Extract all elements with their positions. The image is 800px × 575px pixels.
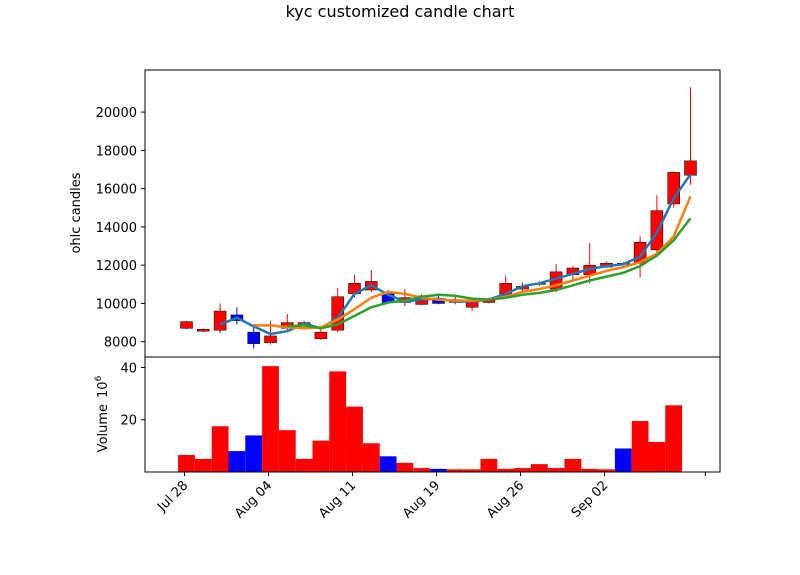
candle-body <box>180 321 193 329</box>
x-tick-label: Sep 02 <box>569 478 612 521</box>
price-panel: 8000 10000 12000 14000 16000 18000 20000 ohlc … <box>69 69 721 358</box>
candle-14 <box>398 289 412 307</box>
price-y-tick-label: 20000 <box>96 106 137 121</box>
candle-2 <box>197 328 210 333</box>
price-panel-frame <box>144 69 721 358</box>
price-y-tick-label: 8000 <box>104 336 137 351</box>
candle-30 <box>667 171 680 208</box>
volume-bar-16 <box>430 468 447 472</box>
candle-9 <box>314 328 328 340</box>
moving-average-lines <box>219 173 692 336</box>
chart-title: kyc customized candle chart <box>286 2 515 21</box>
ma-line-1 <box>219 173 692 336</box>
volume-bar-12 <box>362 443 380 472</box>
volume-bar-7 <box>278 430 296 472</box>
volume-bar-2 <box>194 458 212 472</box>
x-tick-label: Jul 28 <box>154 478 191 515</box>
volume-bar-25 <box>581 468 599 472</box>
volume-bar-27 <box>614 448 632 472</box>
volume-bar-14 <box>396 462 414 472</box>
volume-bars <box>178 366 683 472</box>
volume-bar-10 <box>329 371 347 472</box>
price-y-tick-label: 16000 <box>96 183 137 198</box>
candle-1 <box>180 320 193 330</box>
volume-bar-11 <box>346 406 363 472</box>
volume-bar-30 <box>665 405 683 472</box>
candle-31 <box>684 87 697 185</box>
x-tick-label: Aug 19 <box>400 478 443 521</box>
candle-5 <box>247 324 260 349</box>
volume-bar-24 <box>564 458 582 472</box>
volume-bar-17 <box>446 469 464 472</box>
candle-body <box>314 331 328 340</box>
volume-bar-21 <box>514 468 531 472</box>
volume-bar-26 <box>598 469 615 472</box>
x-axis-ticks: Jul 28 Aug 04 Aug 11 Aug 19 Aug 26 Sep 02 <box>154 472 706 521</box>
volume-bar-4 <box>228 451 246 472</box>
price-y-label: ohlc candles <box>69 172 84 253</box>
candle-3 <box>213 303 227 334</box>
x-tick-label: Aug 26 <box>484 478 527 521</box>
candle-body <box>264 335 277 343</box>
volume-y-tick-label: 40 <box>120 361 137 376</box>
volume-bar-13 <box>379 456 397 472</box>
candlesticks <box>180 87 697 349</box>
volume-bar-8 <box>295 458 313 472</box>
x-tick-label: Aug 04 <box>232 478 275 521</box>
volume-y-label: Volume106 <box>94 375 111 452</box>
price-y-tick-label: 18000 <box>96 144 137 159</box>
price-y-ticks: 8000 10000 12000 14000 16000 18000 20000 <box>96 106 145 351</box>
ma-line-2 <box>253 195 692 330</box>
volume-y-tick-label: 20 <box>120 414 137 429</box>
candle-body <box>197 329 210 332</box>
volume-bar-1 <box>178 455 195 472</box>
volume-bar-19 <box>480 458 498 472</box>
volume-bar-28 <box>631 421 649 472</box>
x-tick-label: Aug 11 <box>316 478 359 521</box>
volume-bar-15 <box>413 468 431 472</box>
candle-body <box>247 331 260 344</box>
volume-bar-5 <box>245 435 263 472</box>
volume-bar-18 <box>463 469 481 472</box>
candle-4 <box>230 307 244 325</box>
volume-bar-6 <box>262 366 279 472</box>
price-y-tick-label: 12000 <box>96 259 137 274</box>
volume-panel-frame <box>144 356 721 473</box>
volume-bar-3 <box>211 426 229 472</box>
volume-bar-22 <box>530 464 548 472</box>
ma-line-3 <box>287 217 692 330</box>
volume-bar-9 <box>312 440 330 472</box>
candle-body <box>213 310 227 331</box>
price-y-tick-label: 10000 <box>96 297 137 312</box>
volume-bar-29 <box>648 441 666 472</box>
volume-bar-23 <box>547 468 565 472</box>
candle-body <box>684 160 697 176</box>
volume-bar-20 <box>497 468 515 472</box>
price-y-tick-label: 14000 <box>96 221 137 236</box>
